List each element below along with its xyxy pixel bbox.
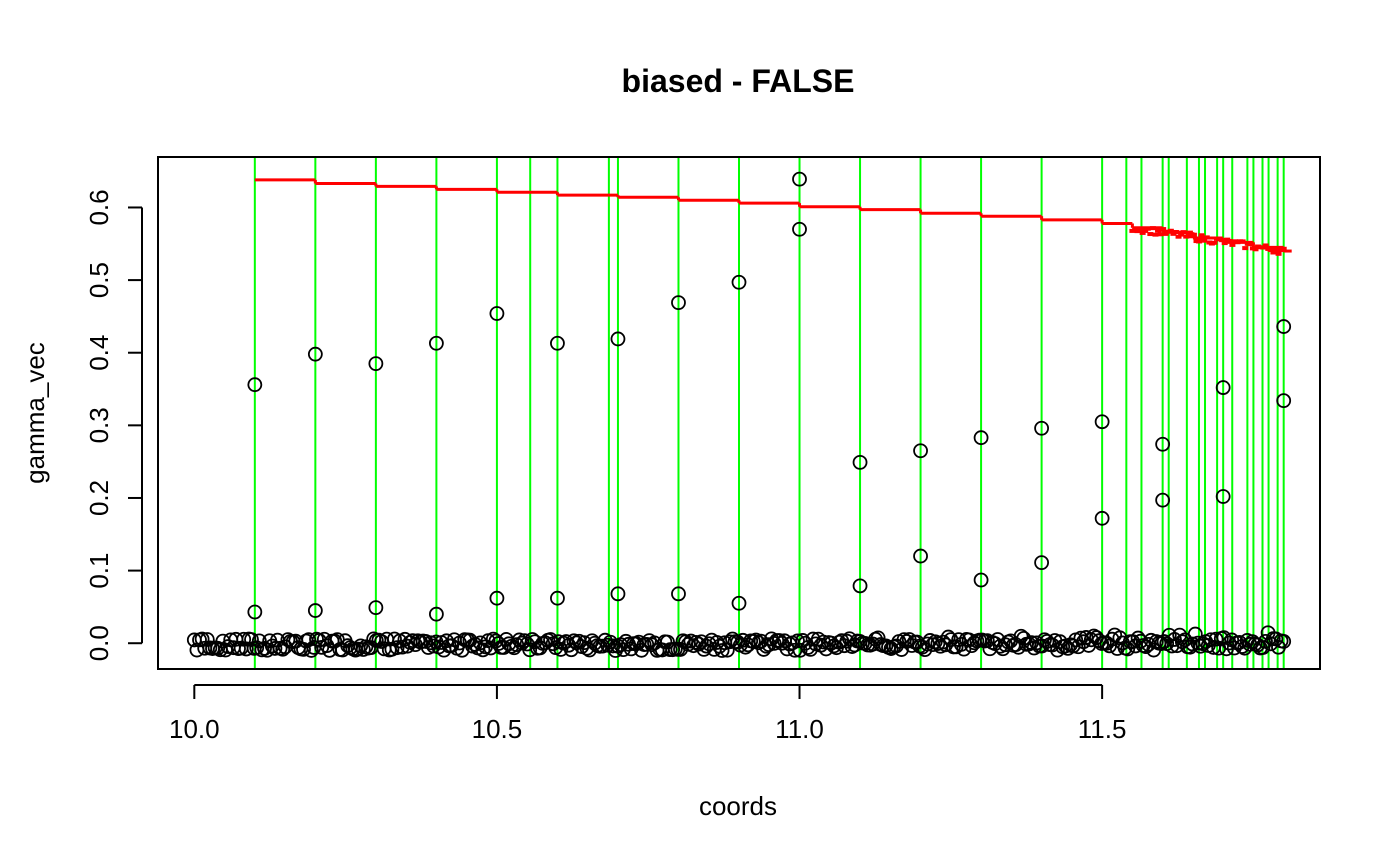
baseline-point-379 (1172, 627, 1188, 643)
outlier-point-9 (489, 590, 505, 606)
baseline-point-22 (244, 632, 259, 647)
y-tick-label-3: 0.3 (84, 407, 114, 443)
outlier-point-26 (1034, 420, 1050, 436)
baseline-point-141 (553, 642, 569, 657)
baseline-point-203 (714, 643, 730, 658)
vertical-lines (253, 157, 1285, 669)
baseline-point-31 (267, 641, 283, 656)
baseline-point-27 (257, 641, 272, 656)
baseline-point-263 (870, 630, 886, 646)
y-tick-label-2: 0.2 (84, 480, 114, 516)
y-axis-label: gamma_vec (20, 342, 50, 484)
outlier-point-31 (1155, 492, 1171, 508)
outlier-point-4 (368, 356, 384, 372)
baseline-point-393 (1208, 631, 1224, 647)
baseline-point-194 (691, 636, 707, 652)
outlier-point-10 (550, 335, 565, 351)
baseline-point-372 (1154, 636, 1169, 651)
baseline-point-242 (816, 634, 831, 650)
outlier-point-20 (852, 454, 868, 470)
baseline-point-419 (1276, 634, 1292, 649)
outlier-point-3 (307, 603, 323, 618)
baseline-point-285 (927, 634, 943, 650)
outlier-point-29 (1094, 510, 1110, 526)
outlier-point-23 (913, 548, 928, 564)
outlier-point-2 (307, 346, 323, 362)
baseline-point-25 (251, 633, 267, 649)
baseline-point-91 (423, 635, 439, 651)
outlier-point-28 (1094, 414, 1110, 430)
outlier-point-18 (792, 171, 807, 187)
outlier-point-33 (1215, 489, 1231, 504)
outlier-point-8 (489, 306, 505, 321)
baseline-point-44 (301, 632, 317, 648)
outlier-point-5 (368, 600, 384, 616)
baseline-point-78 (389, 640, 405, 656)
plot-box (157, 156, 1321, 670)
y-tick-label-4: 0.4 (84, 335, 114, 371)
x-tick-label-2: 11.0 (775, 714, 824, 744)
outlier-point-21 (852, 578, 868, 594)
baseline-point-318 (1013, 628, 1029, 644)
outlier-point-7 (428, 606, 444, 622)
outlier-point-14 (671, 295, 686, 311)
x-axis: 10.0 10.5 11.0 11.5 (169, 684, 1127, 744)
baseline-point-19 (236, 631, 252, 647)
y-tick-label-1: 0.1 (84, 553, 114, 589)
baseline-point-160 (602, 634, 618, 650)
x-tick-label-3: 11.5 (1078, 714, 1127, 744)
chart-title: biased - FALSE (622, 63, 855, 99)
outlier-point-0 (247, 377, 263, 393)
outlier-point-12 (610, 331, 626, 347)
outlier-point-27 (1034, 555, 1050, 571)
step-line (254, 178, 1292, 256)
baseline-point-385 (1187, 626, 1203, 642)
y-axis: 0.0 0.1 0.2 0.3 0.4 0.5 0.6 (84, 189, 143, 661)
baseline-point-327 (1037, 632, 1052, 648)
baseline-point-123 (506, 640, 522, 656)
baseline-point-232 (790, 633, 805, 649)
baseline-point-3 (194, 631, 210, 647)
outlier-point-30 (1155, 436, 1171, 452)
baseline-point-64 (353, 638, 369, 654)
baseline-point-129 (522, 642, 538, 658)
baseline-point-380 (1174, 634, 1190, 650)
x-tick-label-0: 10.0 (169, 714, 220, 744)
outlier-point-1 (247, 604, 263, 620)
x-tick-label-1: 10.5 (472, 714, 523, 744)
y-tick-label-6: 0.6 (84, 189, 114, 225)
baseline-point-340 (1070, 639, 1086, 655)
y-tick-label-0: 0.0 (84, 625, 114, 661)
outlier-point-22 (913, 443, 928, 459)
baseline-point-346 (1086, 628, 1102, 644)
outlier-point-15 (671, 586, 686, 602)
y-tick-label-5: 0.5 (84, 262, 114, 298)
outlier-point-11 (550, 590, 565, 606)
outlier-point-19 (792, 221, 807, 237)
baseline-point-396 (1216, 630, 1232, 646)
baseline-point-289 (938, 637, 954, 653)
outlier-point-6 (428, 335, 444, 351)
outlier-point-13 (610, 586, 626, 602)
x-axis-label: coords (699, 791, 777, 821)
outlier-point-17 (731, 595, 747, 611)
outlier-point-24 (973, 430, 989, 446)
points (186, 171, 1292, 658)
outlier-point-25 (973, 572, 989, 588)
outlier-point-16 (731, 274, 747, 290)
outlier-point-35 (1276, 393, 1292, 409)
baseline-point-187 (673, 642, 688, 657)
outlier-point-34 (1276, 319, 1292, 334)
outlier-point-32 (1215, 380, 1231, 395)
